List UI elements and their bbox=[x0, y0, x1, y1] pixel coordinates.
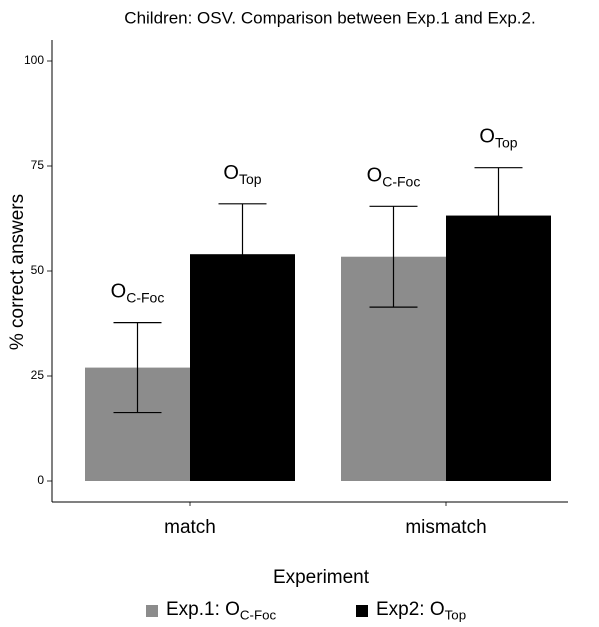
x-tick-label: match bbox=[164, 517, 216, 538]
annotation-main: O bbox=[223, 162, 239, 184]
annotation: OC-Foc bbox=[367, 165, 421, 189]
annotation-sub: Top bbox=[495, 134, 518, 150]
legend-label: Exp2: OTop bbox=[376, 599, 466, 622]
annotation-main: O bbox=[111, 281, 127, 303]
legend-label-sub: C-Foc bbox=[240, 607, 277, 622]
annotation: OTop bbox=[223, 162, 261, 186]
legend-swatch bbox=[356, 605, 368, 617]
error-bar bbox=[113, 322, 162, 414]
chart-title: Children: OSV. Comparison between Exp.1 … bbox=[124, 8, 535, 27]
error-bar bbox=[369, 205, 418, 308]
annotation-sub: C-Foc bbox=[126, 289, 164, 305]
y-tick-label: 25 bbox=[31, 368, 45, 382]
annotation-sub: Top bbox=[239, 171, 262, 187]
legend-swatch bbox=[146, 605, 158, 617]
legend-label-main: Exp.1: O bbox=[166, 599, 240, 620]
y-tick-label: 0 bbox=[37, 473, 44, 487]
annotation-main: O bbox=[367, 165, 383, 187]
error-bar bbox=[474, 167, 523, 265]
annotation-main: O bbox=[479, 126, 495, 148]
x-tick-label: mismatch bbox=[405, 517, 486, 538]
legend-title: Experiment bbox=[273, 567, 370, 588]
y-tick-label: 100 bbox=[24, 53, 44, 67]
legend-label-main: Exp2: O bbox=[376, 599, 445, 620]
error-bar bbox=[218, 203, 267, 306]
legend-label-sub: Top bbox=[445, 607, 466, 622]
annotation: OC-Foc bbox=[111, 281, 165, 305]
annotation: OTop bbox=[479, 126, 517, 150]
annotation-sub: C-Foc bbox=[382, 173, 420, 189]
y-tick-label: 75 bbox=[31, 158, 45, 172]
y-axis-title: % correct answers bbox=[7, 194, 28, 350]
y-tick-label: 50 bbox=[31, 263, 45, 277]
legend-label: Exp.1: OC-Foc bbox=[166, 599, 276, 622]
